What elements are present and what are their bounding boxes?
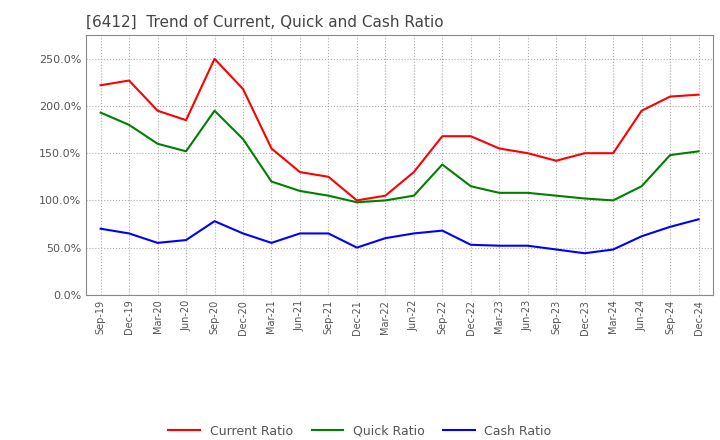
Legend: Current Ratio, Quick Ratio, Cash Ratio: Current Ratio, Quick Ratio, Cash Ratio [163, 420, 557, 440]
Current Ratio [381, 193, 390, 198]
Cash Ratio [181, 238, 190, 243]
Cash Ratio [96, 226, 105, 231]
Cash Ratio [210, 219, 219, 224]
Cash Ratio [467, 242, 475, 247]
Cash Ratio [239, 231, 248, 236]
Quick Ratio [96, 110, 105, 115]
Current Ratio [181, 117, 190, 123]
Quick Ratio [381, 198, 390, 203]
Cash Ratio [381, 235, 390, 241]
Cash Ratio [523, 243, 532, 248]
Line: Quick Ratio: Quick Ratio [101, 111, 698, 202]
Quick Ratio [666, 152, 675, 158]
Cash Ratio [495, 243, 503, 248]
Current Ratio [495, 146, 503, 151]
Cash Ratio [267, 240, 276, 246]
Cash Ratio [438, 228, 446, 233]
Quick Ratio [609, 198, 618, 203]
Current Ratio [438, 134, 446, 139]
Current Ratio [410, 169, 418, 175]
Current Ratio [467, 134, 475, 139]
Quick Ratio [267, 179, 276, 184]
Cash Ratio [296, 231, 305, 236]
Current Ratio [210, 56, 219, 62]
Quick Ratio [353, 200, 361, 205]
Quick Ratio [637, 183, 646, 189]
Quick Ratio [438, 162, 446, 167]
Current Ratio [552, 158, 561, 163]
Quick Ratio [580, 196, 589, 201]
Quick Ratio [125, 122, 133, 128]
Current Ratio [580, 150, 589, 156]
Current Ratio [637, 108, 646, 114]
Cash Ratio [580, 251, 589, 256]
Quick Ratio [523, 190, 532, 195]
Cash Ratio [552, 247, 561, 252]
Current Ratio [666, 94, 675, 99]
Quick Ratio [153, 141, 162, 147]
Cash Ratio [694, 216, 703, 222]
Cash Ratio [324, 231, 333, 236]
Current Ratio [267, 146, 276, 151]
Quick Ratio [296, 188, 305, 194]
Current Ratio [324, 174, 333, 180]
Quick Ratio [239, 136, 248, 142]
Line: Current Ratio: Current Ratio [101, 59, 698, 200]
Current Ratio [353, 198, 361, 203]
Current Ratio [153, 108, 162, 114]
Quick Ratio [210, 108, 219, 114]
Cash Ratio [410, 231, 418, 236]
Quick Ratio [324, 193, 333, 198]
Current Ratio [125, 78, 133, 83]
Quick Ratio [552, 193, 561, 198]
Current Ratio [239, 86, 248, 92]
Text: [6412]  Trend of Current, Quick and Cash Ratio: [6412] Trend of Current, Quick and Cash … [86, 15, 444, 30]
Quick Ratio [410, 193, 418, 198]
Current Ratio [694, 92, 703, 97]
Current Ratio [296, 169, 305, 175]
Current Ratio [523, 150, 532, 156]
Quick Ratio [694, 149, 703, 154]
Cash Ratio [666, 224, 675, 230]
Quick Ratio [181, 149, 190, 154]
Line: Cash Ratio: Cash Ratio [101, 219, 698, 253]
Cash Ratio [153, 240, 162, 246]
Cash Ratio [353, 245, 361, 250]
Quick Ratio [467, 183, 475, 189]
Cash Ratio [609, 247, 618, 252]
Cash Ratio [125, 231, 133, 236]
Current Ratio [96, 83, 105, 88]
Quick Ratio [495, 190, 503, 195]
Current Ratio [609, 150, 618, 156]
Cash Ratio [637, 234, 646, 239]
